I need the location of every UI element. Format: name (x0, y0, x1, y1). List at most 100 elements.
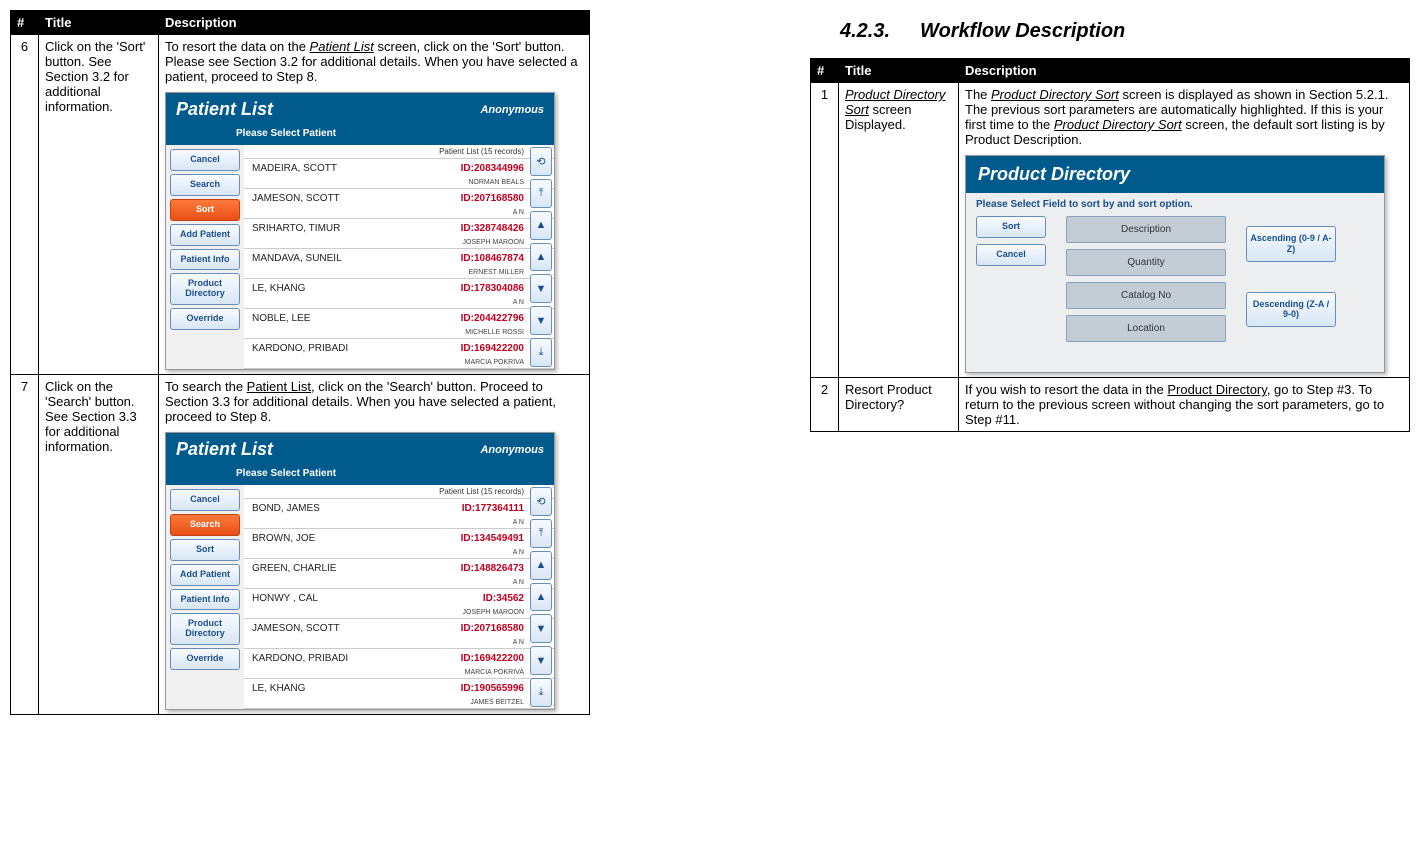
cancel-button[interactable]: Cancel (976, 244, 1046, 266)
sort-field-description[interactable]: Description (1066, 216, 1226, 243)
list-item[interactable]: KARDONO, PRIBADIID:169422200MARCIA POKRI… (244, 339, 554, 369)
col-num: # (11, 11, 39, 35)
add-patient-button[interactable]: Add Patient (170, 564, 240, 586)
scroll-button[interactable]: ▼ (530, 614, 552, 643)
scroll-button[interactable]: ⟲ (530, 487, 552, 516)
list-item[interactable]: LE, KHANGID:190565996JAMES BEITZEL (244, 679, 554, 709)
product-directory-screenshot: Product Directory Please Select Field to… (965, 155, 1385, 373)
col-title: Title (839, 59, 959, 83)
ascending-button[interactable]: Ascending (0-9 / A-Z) (1246, 226, 1336, 262)
list-item[interactable]: BOND, JAMESID:177364111A N (244, 499, 554, 529)
patient-list-link: Patient List (247, 379, 311, 394)
mini-sidebar: Cancel Search Sort Add Patient Patient I… (166, 145, 244, 369)
table-row: 1 Product Directory Sort screen Displaye… (811, 83, 1410, 378)
patient-list-rows: Patient List (15 records) MADEIRA, SCOTT… (244, 145, 554, 369)
patient-list-link: Patient List (310, 39, 374, 54)
cancel-button[interactable]: Cancel (170, 149, 240, 171)
anonymous-label: Anonymous (480, 444, 544, 456)
step-desc: The Product Directory Sort screen is dis… (959, 83, 1410, 378)
patient-name: NOBLE, LEE (252, 313, 310, 324)
scroll-button[interactable]: ▲ (530, 243, 552, 272)
col-title: Title (39, 11, 159, 35)
scroll-button[interactable]: ⤓ (530, 678, 552, 707)
scroll-button[interactable]: ⤒ (530, 519, 552, 548)
patient-info-button[interactable]: Patient Info (170, 249, 240, 271)
patient-id: ID:207168580 (461, 193, 524, 204)
pd-title: Product Directory (966, 156, 1384, 193)
sort-button[interactable]: Sort (170, 199, 240, 221)
add-patient-button[interactable]: Add Patient (170, 224, 240, 246)
step-desc: To search the Patient List, click on the… (159, 375, 590, 715)
scroll-button[interactable]: ▼ (530, 306, 552, 335)
step-title: Product Directory Sort screen Displayed. (839, 83, 959, 378)
sort-button[interactable]: Sort (976, 216, 1046, 238)
patient-sub: A N (252, 579, 524, 586)
patient-sub: A N (252, 549, 524, 556)
product-directory-button[interactable]: Product Directory (170, 273, 240, 305)
search-button[interactable]: Search (170, 514, 240, 536)
sort-field-quantity[interactable]: Quantity (1066, 249, 1226, 276)
list-item[interactable]: SRIHARTO, TIMURID:328748426JOSEPH MAROON (244, 219, 554, 249)
list-item[interactable]: LE, KHANGID:178304086A N (244, 279, 554, 309)
list-item[interactable]: MANDAVA, SUNEILID:108467874ERNEST MILLER (244, 249, 554, 279)
scroll-button[interactable]: ▲ (530, 583, 552, 612)
patient-sub: A N (252, 299, 524, 306)
product-directory-link: Product Directory (1167, 382, 1266, 397)
sort-button[interactable]: Sort (170, 539, 240, 561)
patient-sub: JOSEPH MAROON (252, 609, 524, 616)
list-item[interactable]: HONWY , CALID:34562JOSEPH MAROON (244, 589, 554, 619)
scroll-button[interactable]: ⟲ (530, 147, 552, 176)
step-title: Click on the 'Search' button. See Sectio… (39, 375, 159, 715)
anonymous-label: Anonymous (480, 104, 544, 116)
descending-button[interactable]: Descending (Z-A / 9-0) (1246, 292, 1336, 328)
step-desc: If you wish to resort the data in the Pr… (959, 378, 1410, 432)
patient-list-rows: Patient List (15 records) BOND, JAMES ID:… (244, 485, 554, 709)
mini-subtitle: Please Select Patient (166, 466, 554, 485)
patient-id: ID:178304086 (461, 283, 524, 294)
patient-name: MADEIRA, SCOTT (252, 163, 337, 174)
search-button[interactable]: Search (170, 174, 240, 196)
override-button[interactable]: Override (170, 648, 240, 670)
patient-id: ID:208344996 (461, 163, 524, 174)
patient-id: ID:169422200 (461, 653, 524, 664)
patient-id: ID:108467874 (461, 253, 524, 264)
patient-name: BOND, JAMES (252, 503, 320, 514)
scroll-button[interactable]: ▼ (530, 274, 552, 303)
override-button[interactable]: Override (170, 308, 240, 330)
list-item[interactable]: GREEN, CHARLIEID:148826473A N (244, 559, 554, 589)
section-heading: 4.2.3. Workflow Description (840, 20, 1410, 43)
step-num: 1 (811, 83, 839, 378)
patient-sub: JAMES BEITZEL (252, 699, 524, 706)
list-item[interactable]: NOBLE, LEEID:204422796MICHELLE ROSSI (244, 309, 554, 339)
mini-title: Patient List (176, 439, 273, 460)
cancel-button[interactable]: Cancel (170, 489, 240, 511)
list-item[interactable]: JAMESON, SCOTTID:207168580A N (244, 189, 554, 219)
patient-sub: A N (252, 639, 524, 646)
scroll-button[interactable]: ▲ (530, 211, 552, 240)
scroll-button[interactable]: ⤒ (530, 179, 552, 208)
patient-id: ID:177364111 (462, 503, 524, 514)
patient-id: ID:328748426 (461, 223, 524, 234)
patient-name: MANDAVA, SUNEIL (252, 253, 342, 264)
patient-info-button[interactable]: Patient Info (170, 589, 240, 611)
list-item[interactable]: KARDONO, PRIBADIID:169422200MARCIA POKRI… (244, 649, 554, 679)
list-count-label: Patient List (15 records) (244, 145, 554, 159)
right-workflow-table: # Title Description 1 Product Directory … (810, 58, 1410, 432)
sort-field-catalog[interactable]: Catalog No (1066, 282, 1226, 309)
patient-name: LE, KHANG (252, 683, 305, 694)
table-row: 6 Click on the 'Sort' button. See Sectio… (11, 35, 590, 375)
pd-subtitle: Please Select Field to sort by and sort … (966, 193, 1384, 216)
product-directory-button[interactable]: Product Directory (170, 613, 240, 645)
step-title: Resort Product Directory? (839, 378, 959, 432)
mini-sidebar: Cancel Search Sort Add Patient Patient I… (166, 485, 244, 709)
list-item[interactable]: BROWN, JOEID:134549491A N (244, 529, 554, 559)
list-count-label: Patient List (15 records) (244, 485, 554, 499)
scroll-button[interactable]: ▼ (530, 646, 552, 675)
scroll-button[interactable]: ⤓ (530, 338, 552, 367)
list-item[interactable]: MADEIRA, SCOTTID:208344996NORMAN BEALS (244, 159, 554, 189)
sort-field-location[interactable]: Location (1066, 315, 1226, 342)
list-item[interactable]: JAMESON, SCOTTID:207168580A N (244, 619, 554, 649)
table-row: 7 Click on the 'Search' button. See Sect… (11, 375, 590, 715)
scroll-button[interactable]: ▲ (530, 551, 552, 580)
step-desc: To resort the data on the Patient List s… (159, 35, 590, 375)
